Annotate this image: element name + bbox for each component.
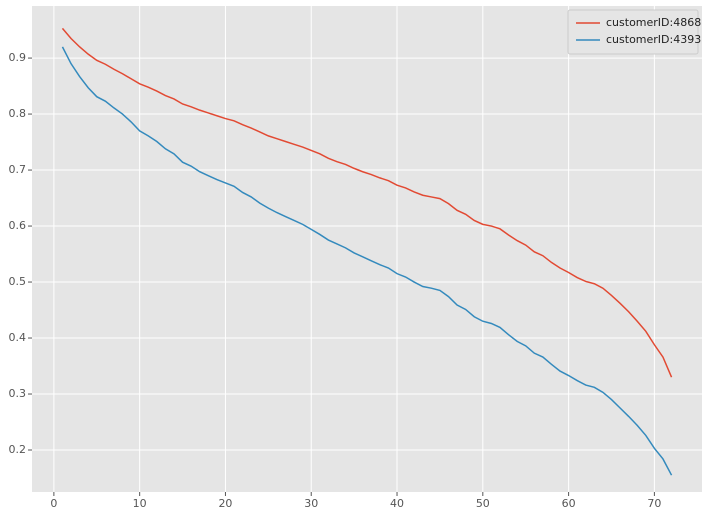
x-tick-label: 70: [647, 497, 661, 510]
x-tick-label: 30: [304, 497, 318, 510]
x-tick-label: 10: [133, 497, 147, 510]
x-tick-label: 40: [390, 497, 404, 510]
x-tick-label: 0: [50, 497, 57, 510]
line: [61, 46, 673, 476]
line: [61, 27, 673, 378]
y-tick-label: 0.5: [9, 275, 27, 288]
y-tick-label: 0.3: [9, 387, 27, 400]
y-tick-label: 0.9: [9, 51, 27, 64]
legend-label: customerID:4393: [606, 33, 701, 46]
legend: customerID:4868 customerID:4393: [567, 9, 701, 55]
legend-box: [567, 9, 699, 55]
y-tick-label: 0.7: [9, 163, 27, 176]
y-tick-label: 0.4: [9, 331, 27, 344]
y-tick-label: 0.6: [9, 219, 27, 232]
plot-area: [32, 6, 702, 492]
x-tick-label: 20: [218, 497, 232, 510]
x-tick-label: 50: [476, 497, 490, 510]
legend-label: customerID:4868: [606, 16, 701, 29]
y-tick-label: 0.2: [9, 443, 27, 456]
y-tick-label: 0.8: [9, 107, 27, 120]
x-tick-label: 60: [562, 497, 576, 510]
